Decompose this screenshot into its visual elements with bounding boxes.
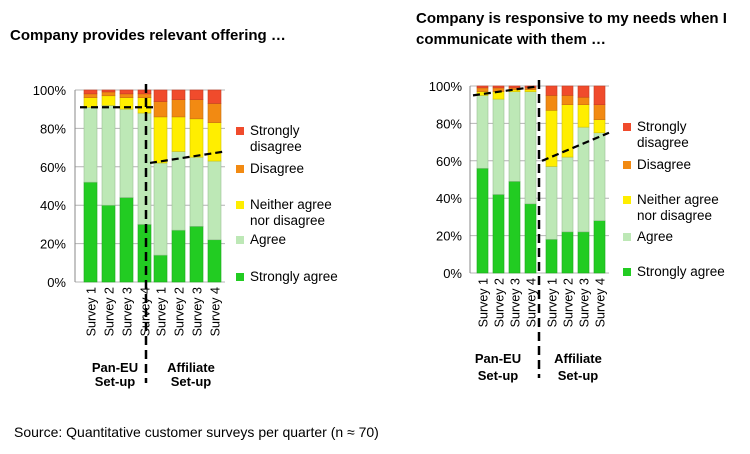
x-tick-label: Survey 4 bbox=[594, 278, 608, 327]
bar-segment bbox=[545, 239, 558, 274]
bar-segment bbox=[561, 95, 574, 105]
title-right: Company is responsive to my needs when I… bbox=[416, 10, 727, 48]
bar-segment bbox=[476, 85, 489, 89]
legend-swatch bbox=[623, 161, 631, 169]
y-tick-label: 60% bbox=[436, 154, 462, 169]
bar-segment bbox=[561, 85, 574, 96]
x-tick-label: Survey 2 bbox=[562, 278, 576, 327]
bar-segment bbox=[189, 89, 204, 100]
y-tick-label: 80% bbox=[436, 116, 462, 131]
x-tick-label: Survey 2 bbox=[493, 278, 507, 327]
bar-segment bbox=[593, 104, 606, 120]
y-tick-label: 40% bbox=[436, 191, 462, 206]
x-tick-label: Survey 3 bbox=[509, 278, 523, 327]
x-tick-label: Survey 3 bbox=[578, 278, 592, 327]
bar-segment bbox=[508, 91, 521, 182]
bar-segment bbox=[593, 132, 606, 221]
x-tick-label: Survey 4 bbox=[209, 287, 223, 336]
bar-segment bbox=[524, 91, 537, 205]
legend-swatch bbox=[623, 233, 631, 241]
trend-line bbox=[541, 131, 610, 162]
legend-label: Neither agree nor disagree bbox=[250, 197, 332, 228]
group-label: Affiliate Set-up bbox=[554, 351, 602, 383]
bar-segment bbox=[119, 89, 134, 95]
bar-segment bbox=[101, 89, 116, 93]
y-tick-label: 20% bbox=[436, 229, 462, 244]
bar-segment bbox=[476, 95, 489, 169]
bar-segment bbox=[207, 89, 222, 104]
legend-label: Strongly disagree bbox=[637, 119, 689, 150]
group-label: Pan-EU Set-up bbox=[92, 360, 138, 389]
bar-segment bbox=[577, 96, 590, 106]
legend-label: Agree bbox=[250, 232, 286, 247]
y-tick-label: 100% bbox=[33, 83, 67, 98]
bar-segment bbox=[545, 166, 558, 240]
legend-label: Neither agree nor disagree bbox=[637, 192, 719, 223]
legend-label: Disagree bbox=[637, 157, 691, 172]
x-tick-label: Survey 1 bbox=[155, 287, 169, 336]
bar-segment bbox=[593, 220, 606, 274]
legend-label: Strongly agree bbox=[250, 269, 338, 284]
x-tick-label: Survey 1 bbox=[85, 287, 99, 336]
x-tick-label: Survey 3 bbox=[121, 287, 135, 336]
legend-swatch bbox=[623, 268, 631, 276]
bar-segment bbox=[577, 104, 590, 128]
legend-swatch bbox=[236, 127, 244, 135]
y-tick-label: 60% bbox=[40, 160, 66, 175]
x-tick-label: Survey 1 bbox=[546, 278, 560, 327]
legend-label: Strongly agree bbox=[637, 264, 725, 279]
trend-line bbox=[149, 150, 226, 165]
y-tick-label: 100% bbox=[429, 79, 463, 94]
legend-label: Agree bbox=[637, 229, 673, 244]
x-tick-label: Survey 2 bbox=[103, 287, 117, 336]
y-tick-label: 20% bbox=[40, 237, 66, 252]
bar-segment bbox=[137, 89, 152, 95]
bar-segment bbox=[508, 181, 521, 274]
legend-swatch bbox=[236, 201, 244, 209]
bar-segment bbox=[524, 203, 537, 274]
title-left: Company provides relevant offering … bbox=[10, 27, 286, 44]
bar-segment bbox=[476, 167, 489, 274]
bar-segment bbox=[577, 231, 590, 274]
group-label: Pan-EU Set-up bbox=[475, 351, 521, 383]
x-tick-label: Survey 1 bbox=[477, 278, 491, 327]
legend-label: Disagree bbox=[250, 161, 304, 176]
legend-swatch bbox=[236, 236, 244, 244]
y-tick-label: 0% bbox=[47, 275, 66, 290]
y-tick-label: 40% bbox=[40, 198, 66, 213]
legend-swatch bbox=[623, 196, 631, 204]
legend-swatch bbox=[236, 273, 244, 281]
bar-segment bbox=[593, 119, 606, 134]
bar-segment bbox=[545, 85, 558, 96]
bar-segment bbox=[83, 89, 98, 95]
bar-segment bbox=[492, 194, 505, 274]
bar-segment bbox=[577, 85, 590, 98]
y-tick-label: 80% bbox=[40, 121, 66, 136]
bar-segment bbox=[545, 95, 558, 111]
x-tick-label: Survey 3 bbox=[191, 287, 205, 336]
source-note: Source: Quantitative customer surveys pe… bbox=[14, 424, 379, 440]
bar-segment bbox=[561, 231, 574, 274]
bar-segment bbox=[508, 85, 521, 89]
trend-line bbox=[472, 84, 541, 97]
x-tick-label: Survey 4 bbox=[525, 278, 539, 327]
legend-swatch bbox=[623, 123, 631, 131]
x-tick-label: Survey 2 bbox=[173, 287, 187, 336]
bar-segment bbox=[492, 85, 505, 89]
bar-segment bbox=[476, 87, 489, 92]
bar-segment bbox=[492, 98, 505, 195]
y-tick-label: 0% bbox=[443, 266, 462, 281]
bar-segment bbox=[561, 156, 574, 233]
bar-segment bbox=[593, 85, 606, 106]
legend-swatch bbox=[236, 165, 244, 173]
legend-label: Strongly disagree bbox=[250, 123, 302, 154]
bar-segment bbox=[153, 89, 168, 102]
bar-segment bbox=[171, 89, 186, 100]
group-label: Affiliate Set-up bbox=[167, 360, 215, 389]
